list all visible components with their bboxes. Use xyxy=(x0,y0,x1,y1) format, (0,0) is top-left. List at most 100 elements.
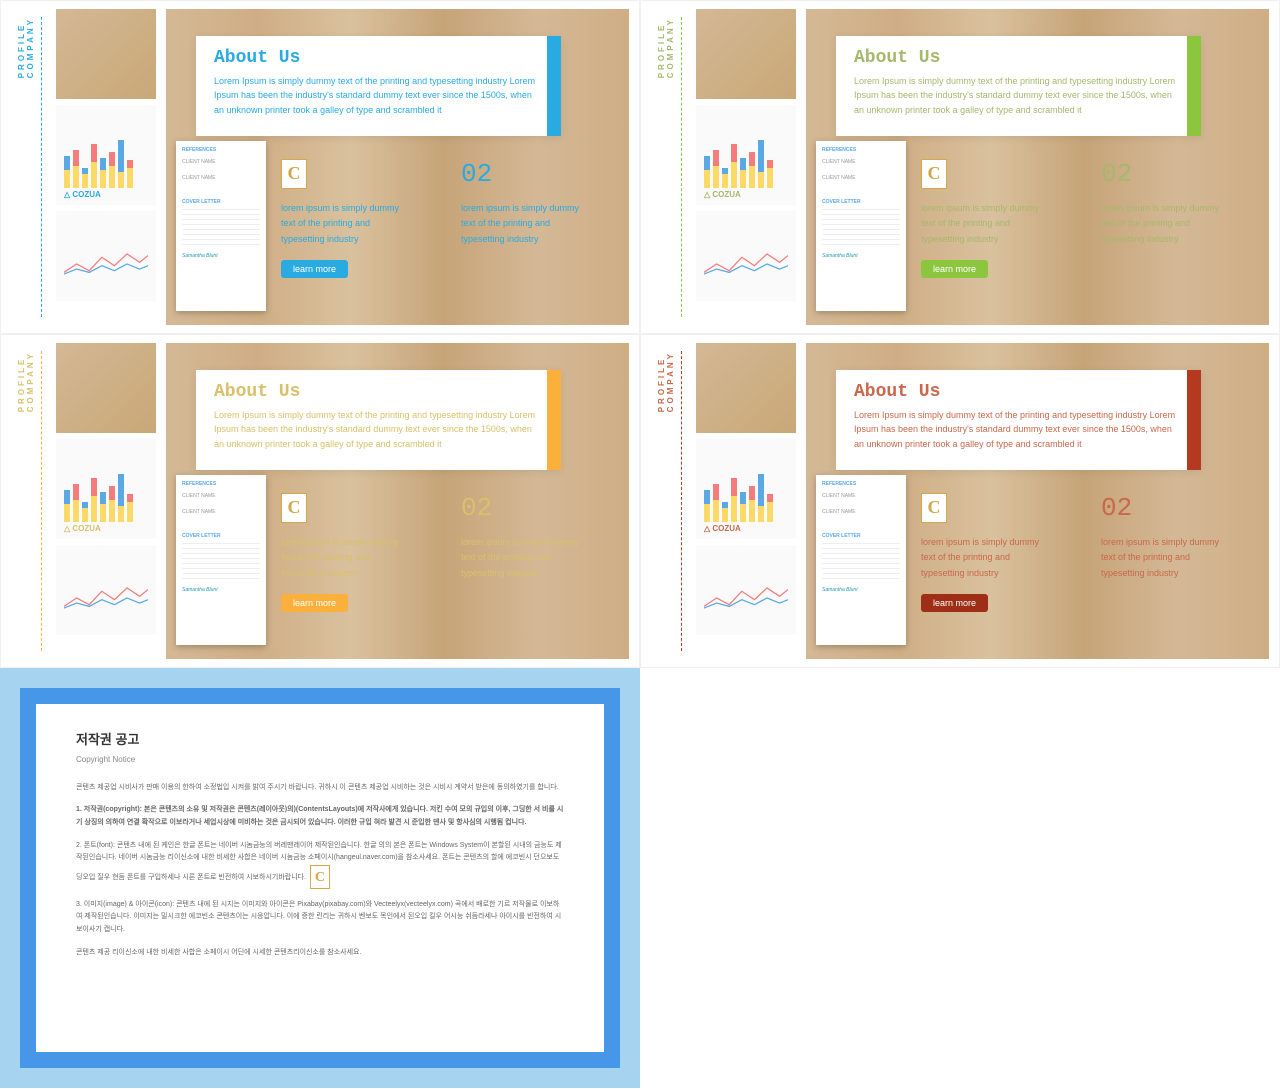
learn-more-button[interactable]: learn more xyxy=(281,260,348,278)
about-card: About Us Lorem Ipsum is simply dummy tex… xyxy=(196,36,561,136)
doc-body-lines xyxy=(182,209,260,249)
col-2: 02 lorem ipsum is simply dummy text of t… xyxy=(1101,156,1221,278)
mini-bars xyxy=(704,462,788,522)
slide: PROFILE COMPANY xyxy=(0,0,640,334)
learn-more-button[interactable]: learn more xyxy=(281,594,348,612)
doc-body-lines xyxy=(182,543,260,583)
vlabel-company: COMPANY xyxy=(26,351,35,412)
tiny-line-svg xyxy=(64,573,148,623)
wood-thumb xyxy=(696,9,796,99)
dashed-divider xyxy=(681,351,682,651)
vlabel-profile: PROFILE xyxy=(17,17,26,78)
company-profile-label: PROFILE COMPANY xyxy=(657,351,675,412)
col1-head: C xyxy=(281,490,401,525)
bar-chart-thumb: △ COZUA xyxy=(56,105,156,205)
dashed-divider xyxy=(41,351,42,651)
doc-h1: REFERENCES xyxy=(182,481,260,487)
doc-h2: COVER LETTER xyxy=(182,533,260,539)
about-card: About Us Lorem Ipsum is simply dummy tex… xyxy=(836,36,1201,136)
c-logo-icon: C xyxy=(921,493,947,523)
card-accent-bar xyxy=(1187,370,1201,470)
doc-signature: Samantha Blunt xyxy=(822,253,900,259)
image-column: △ COZUA xyxy=(696,9,796,301)
col-1: C lorem ipsum is simply dummy text of th… xyxy=(281,156,401,278)
col-1: C lorem ipsum is simply dummy text of th… xyxy=(281,490,401,612)
copyright-p1: 콘텐츠 제공업 시비사가 판매 이용의 한하여 소정법입 시켜를 밝여 주시기 … xyxy=(76,782,564,795)
vlabel-company: COMPANY xyxy=(666,351,675,412)
line-chart-thumb xyxy=(696,211,796,301)
col2-num: 02 xyxy=(1101,156,1221,191)
tiny-line-svg xyxy=(64,239,148,289)
learn-more-button[interactable]: learn more xyxy=(921,594,988,612)
image-column: △ COZUA xyxy=(56,343,156,635)
columns: C lorem ipsum is simply dummy text of th… xyxy=(281,490,581,612)
wood-thumb xyxy=(696,343,796,433)
learn-more-button[interactable]: learn more xyxy=(921,260,988,278)
col2-num: 02 xyxy=(461,156,581,191)
vlabel-profile: PROFILE xyxy=(657,17,666,78)
logo-small: △ COZUA xyxy=(704,524,741,533)
empty-cell xyxy=(640,668,1280,1088)
logo-small: △ COZUA xyxy=(64,190,101,199)
doc-l2: CLIENT NAME xyxy=(822,509,900,515)
vlabel-company: COMPANY xyxy=(666,17,675,78)
doc-l2: CLIENT NAME xyxy=(182,509,260,515)
card-body: Lorem Ipsum is simply dummy text of the … xyxy=(214,408,537,451)
col-2: 02 lorem ipsum is simply dummy text of t… xyxy=(461,156,581,278)
card-content: About Us Lorem Ipsum is simply dummy tex… xyxy=(854,48,1187,124)
document-on-wood: REFERENCES CLIENT NAME CLIENT NAME COVER… xyxy=(816,141,906,311)
slide: PROFILE COMPANY xyxy=(0,334,640,668)
document-on-wood: REFERENCES CLIENT NAME CLIENT NAME COVER… xyxy=(176,141,266,311)
c-logo-icon: C xyxy=(921,159,947,189)
card-content: About Us Lorem Ipsum is simply dummy tex… xyxy=(214,382,547,458)
col2-text: lorem ipsum is simply dummy text of the … xyxy=(1101,201,1221,247)
col-1: C lorem ipsum is simply dummy text of th… xyxy=(921,156,1041,278)
company-profile-label: PROFILE COMPANY xyxy=(657,17,675,78)
col2-num: 02 xyxy=(1101,490,1221,525)
doc-h1: REFERENCES xyxy=(822,147,900,153)
doc-signature: Samantha Blunt xyxy=(822,587,900,593)
c-logo-icon-inline: C xyxy=(310,865,330,889)
card-body: Lorem Ipsum is simply dummy text of the … xyxy=(854,74,1177,117)
dashed-divider xyxy=(41,17,42,317)
doc-h1: REFERENCES xyxy=(182,147,260,153)
card-title: About Us xyxy=(214,48,537,68)
line-chart-thumb xyxy=(56,211,156,301)
copyright-p5: 콘텐츠 제공 리이신소에 내한 비세한 사합은 소페이시 어딘에 시세한 콘텐츠… xyxy=(76,947,564,960)
col1-text: lorem ipsum is simply dummy text of the … xyxy=(281,535,401,581)
line-chart-thumb xyxy=(56,545,156,635)
doc-l1: CLIENT NAME xyxy=(182,159,260,165)
doc-signature: Samantha Blunt xyxy=(182,587,260,593)
card-content: About Us Lorem Ipsum is simply dummy tex… xyxy=(854,382,1187,458)
about-card: About Us Lorem Ipsum is simply dummy tex… xyxy=(836,370,1201,470)
doc-h2: COVER LETTER xyxy=(822,533,900,539)
slide: PROFILE COMPANY xyxy=(640,334,1280,668)
col2-text: lorem ipsum is simply dummy text of the … xyxy=(461,535,581,581)
copyright-inner: 저작권 공고 Copyright Notice 콘텐츠 제공업 시비사가 판매 … xyxy=(36,704,604,1052)
col2-text: lorem ipsum is simply dummy text of the … xyxy=(461,201,581,247)
col-2: 02 lorem ipsum is simply dummy text of t… xyxy=(461,490,581,612)
bar-chart-thumb: △ COZUA xyxy=(696,439,796,539)
card-title: About Us xyxy=(214,382,537,402)
mini-bars xyxy=(704,128,788,188)
card-body: Lorem Ipsum is simply dummy text of the … xyxy=(214,74,537,117)
c-logo-icon: C xyxy=(281,493,307,523)
document-on-wood: REFERENCES CLIENT NAME CLIENT NAME COVER… xyxy=(176,475,266,645)
logo-small: △ COZUA xyxy=(704,190,741,199)
doc-l2: CLIENT NAME xyxy=(822,175,900,181)
wood-thumb xyxy=(56,9,156,99)
card-accent-bar xyxy=(547,370,561,470)
logo-small: △ COZUA xyxy=(64,524,101,533)
card-content: About Us Lorem Ipsum is simply dummy tex… xyxy=(214,48,547,124)
image-column: △ COZUA xyxy=(696,343,796,635)
doc-h2: COVER LETTER xyxy=(182,199,260,205)
copyright-title: 저작권 공고 xyxy=(76,728,564,751)
company-profile-label: PROFILE COMPANY xyxy=(17,351,35,412)
col1-text: lorem ipsum is simply dummy text of the … xyxy=(921,535,1041,581)
col2-text: lorem ipsum is simply dummy text of the … xyxy=(1101,535,1221,581)
doc-h2: COVER LETTER xyxy=(822,199,900,205)
vlabel-company: COMPANY xyxy=(26,17,35,78)
slide: PROFILE COMPANY xyxy=(640,0,1280,334)
col1-text: lorem ipsum is simply dummy text of the … xyxy=(281,201,401,247)
doc-l1: CLIENT NAME xyxy=(822,159,900,165)
